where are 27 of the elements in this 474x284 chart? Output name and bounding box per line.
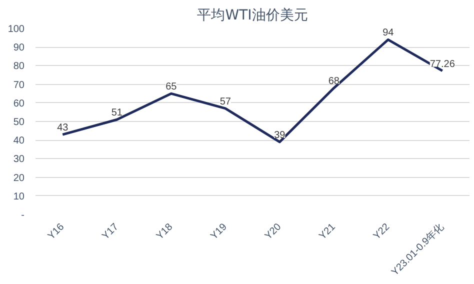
data-label: 39: [274, 130, 286, 141]
data-label: 51: [111, 108, 123, 119]
x-tick-label: Y18: [154, 221, 176, 242]
y-tick-label: -: [21, 210, 25, 221]
data-label: 68: [328, 76, 340, 88]
chart-title: 平均WTI油价美元: [197, 8, 308, 24]
data-label: 43: [57, 122, 69, 134]
y-tick-label: 60: [13, 98, 25, 110]
x-tick-label: Y16: [46, 221, 67, 242]
data-label: 77.26: [430, 58, 456, 70]
x-tick-label: Y20: [263, 221, 284, 242]
data-label: 65: [166, 82, 178, 93]
data-label: 94: [382, 28, 394, 39]
x-tick-label: Y22: [372, 221, 392, 242]
y-tick-label: 70: [13, 80, 25, 91]
y-tick-label: 50: [13, 117, 25, 128]
y-tick-label: 20: [13, 172, 25, 184]
data-label: 57: [220, 96, 232, 108]
y-tick-label: 90: [13, 42, 25, 54]
x-tick-label: Y17: [100, 221, 122, 242]
y-tick-label: 100: [8, 24, 25, 35]
y-tick-label: 40: [13, 136, 25, 147]
y-tick-label: 10: [13, 191, 25, 202]
y-tick-label: 30: [13, 154, 25, 166]
x-tick-label: Y19: [208, 221, 230, 242]
x-tick-label: Y21: [317, 221, 338, 242]
y-tick-label: 80: [13, 61, 25, 72]
